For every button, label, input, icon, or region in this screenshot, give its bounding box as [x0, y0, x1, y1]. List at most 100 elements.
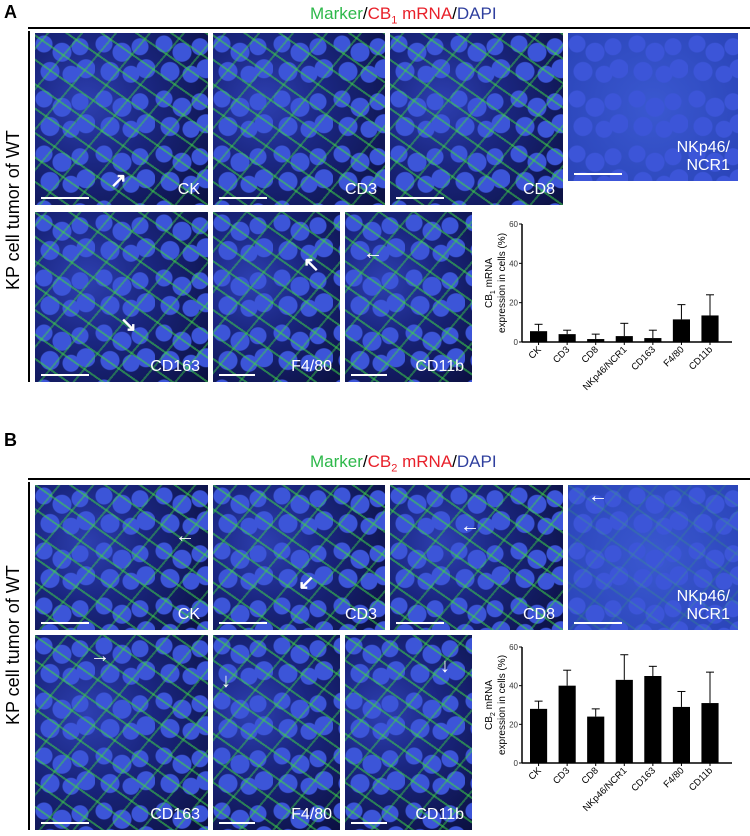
arrow-icon: ← [460, 515, 480, 537]
panel-label: A [4, 2, 17, 22]
x-tick-label: CD163 [629, 344, 658, 373]
bar-cd8 [587, 716, 605, 763]
scale-bar [41, 197, 89, 199]
marker-label: CD163 [150, 806, 200, 823]
micrograph-cd8: ↗CD8 [390, 33, 563, 205]
nuclei-texture [568, 485, 738, 630]
marker-label: CD8 [522, 181, 555, 198]
panel-title: Marker/CB1 mRNA/DAPI [310, 4, 497, 26]
title-dapi: DAPI [456, 452, 497, 471]
y-label-part: mRNA [484, 680, 495, 713]
marker-texture [213, 485, 385, 630]
marker-label: NKp46/ NCR1 [676, 139, 730, 174]
title-mrna: mRNA [397, 4, 453, 23]
y-tick-label: 0 [514, 759, 519, 768]
arrow-icon: ← [175, 525, 195, 547]
marker-texture [213, 212, 340, 382]
panel-left-bracket [28, 482, 30, 830]
panel-left-bracket [28, 31, 30, 382]
marker-label: CD3 [344, 606, 377, 623]
micrograph-cd8: ← CD8 [390, 485, 563, 630]
scale-bar [574, 622, 622, 624]
x-tick-label: F4/80 [662, 344, 687, 369]
micrograph-cd3: ↓CD3 [213, 33, 385, 205]
y-tick-label: 60 [509, 220, 518, 229]
micrograph-cd3: ↙ CD3 [213, 485, 385, 630]
marker-label: CD11b [415, 806, 464, 823]
marker-texture [213, 635, 340, 830]
arrow-icon: ↓ [440, 655, 450, 677]
arrow-icon: ↓ [221, 670, 231, 692]
x-tick-label: CK [527, 765, 545, 783]
y-tick-label: 0 [514, 338, 519, 347]
title-sep1: / [362, 4, 368, 23]
scale-bar [219, 622, 267, 624]
y-tick-label: 40 [509, 682, 518, 691]
marker-texture [390, 33, 563, 205]
scale-bar [219, 822, 255, 824]
micrograph-f4-80: ↖ F4/80 [213, 212, 340, 382]
micrograph-cd11b: ↓ CD11b [345, 635, 472, 830]
micrograph-cd163: ↘ CD163 [35, 212, 208, 382]
arrow-icon: ← [363, 242, 383, 264]
scale-bar [574, 173, 622, 175]
scale-bar [41, 374, 89, 376]
marker-label: F4/80 [291, 358, 332, 375]
arrow-icon: ↖ [303, 254, 320, 276]
scale-bar [41, 622, 89, 624]
arrow-icon: ↗ [110, 170, 127, 192]
nuclei-texture [568, 33, 738, 181]
arrow-icon: ↘ [120, 314, 137, 336]
marker-label: CD163 [150, 358, 200, 375]
scale-bar [219, 197, 267, 199]
title-target: CB [367, 452, 392, 471]
bar-chart: 0 20 40 60 CB1 mRNA expression in cells (%) CK… [484, 220, 732, 393]
y-label-part: 2 [490, 712, 497, 716]
bar-cd11b [701, 315, 719, 342]
micrograph-ck: ↗ CK [35, 33, 208, 205]
title-marker: Marker [310, 452, 363, 471]
y-tick-label: 20 [509, 299, 518, 308]
x-tick-label: CD163 [629, 765, 658, 794]
title-rule [28, 478, 750, 480]
scale-bar [351, 822, 387, 824]
micrograph-ck: ← CK [35, 485, 208, 630]
scale-bar [351, 374, 387, 376]
y-tick-label: 60 [509, 643, 518, 652]
marker-label: CK [177, 606, 200, 623]
title-mrna: mRNA [397, 452, 453, 471]
x-tick-label: CD11b [687, 344, 715, 372]
marker-label: CD8 [522, 606, 555, 623]
y-label-part: CB [484, 294, 495, 308]
bar-chart: 0 20 40 60 CB2 mRNA expression in cells (%) CK… [484, 643, 732, 814]
scale-bar [396, 197, 444, 199]
y-tick-label: 20 [509, 720, 518, 729]
bar-nkp46-ncr1 [615, 679, 633, 763]
scale-bar [41, 822, 89, 824]
y-axis-label-line2: expression in cells (%) [497, 655, 508, 755]
micrograph-f4-80: ↓ F4/80 [213, 635, 340, 830]
title-sep2: / [452, 4, 457, 23]
marker-texture [35, 212, 208, 382]
bar-cd163 [644, 676, 662, 763]
micrograph-nkp46-ncr1: ↓NKp46/ NCR1 [568, 33, 738, 181]
marker-label: CK [177, 181, 200, 198]
panel-label: B [4, 430, 17, 450]
title-dapi: DAPI [456, 4, 497, 23]
arrow-icon: ← [588, 485, 608, 507]
bar-cd8 [587, 339, 605, 342]
scale-bar [219, 374, 255, 376]
marker-texture [213, 33, 385, 205]
y-label-part: mRNA [484, 258, 495, 291]
marker-label: CD3 [344, 181, 377, 198]
bar-ck [530, 708, 548, 763]
marker-texture [568, 485, 738, 630]
x-tick-label: F4/80 [662, 765, 687, 790]
title-marker: Marker [310, 4, 363, 23]
bar-f4-80 [672, 319, 690, 342]
marker-texture [345, 212, 472, 382]
bar-nkp46-ncr1 [615, 336, 633, 342]
title-sub: 1 [391, 14, 398, 27]
title-target: CB [367, 4, 392, 23]
